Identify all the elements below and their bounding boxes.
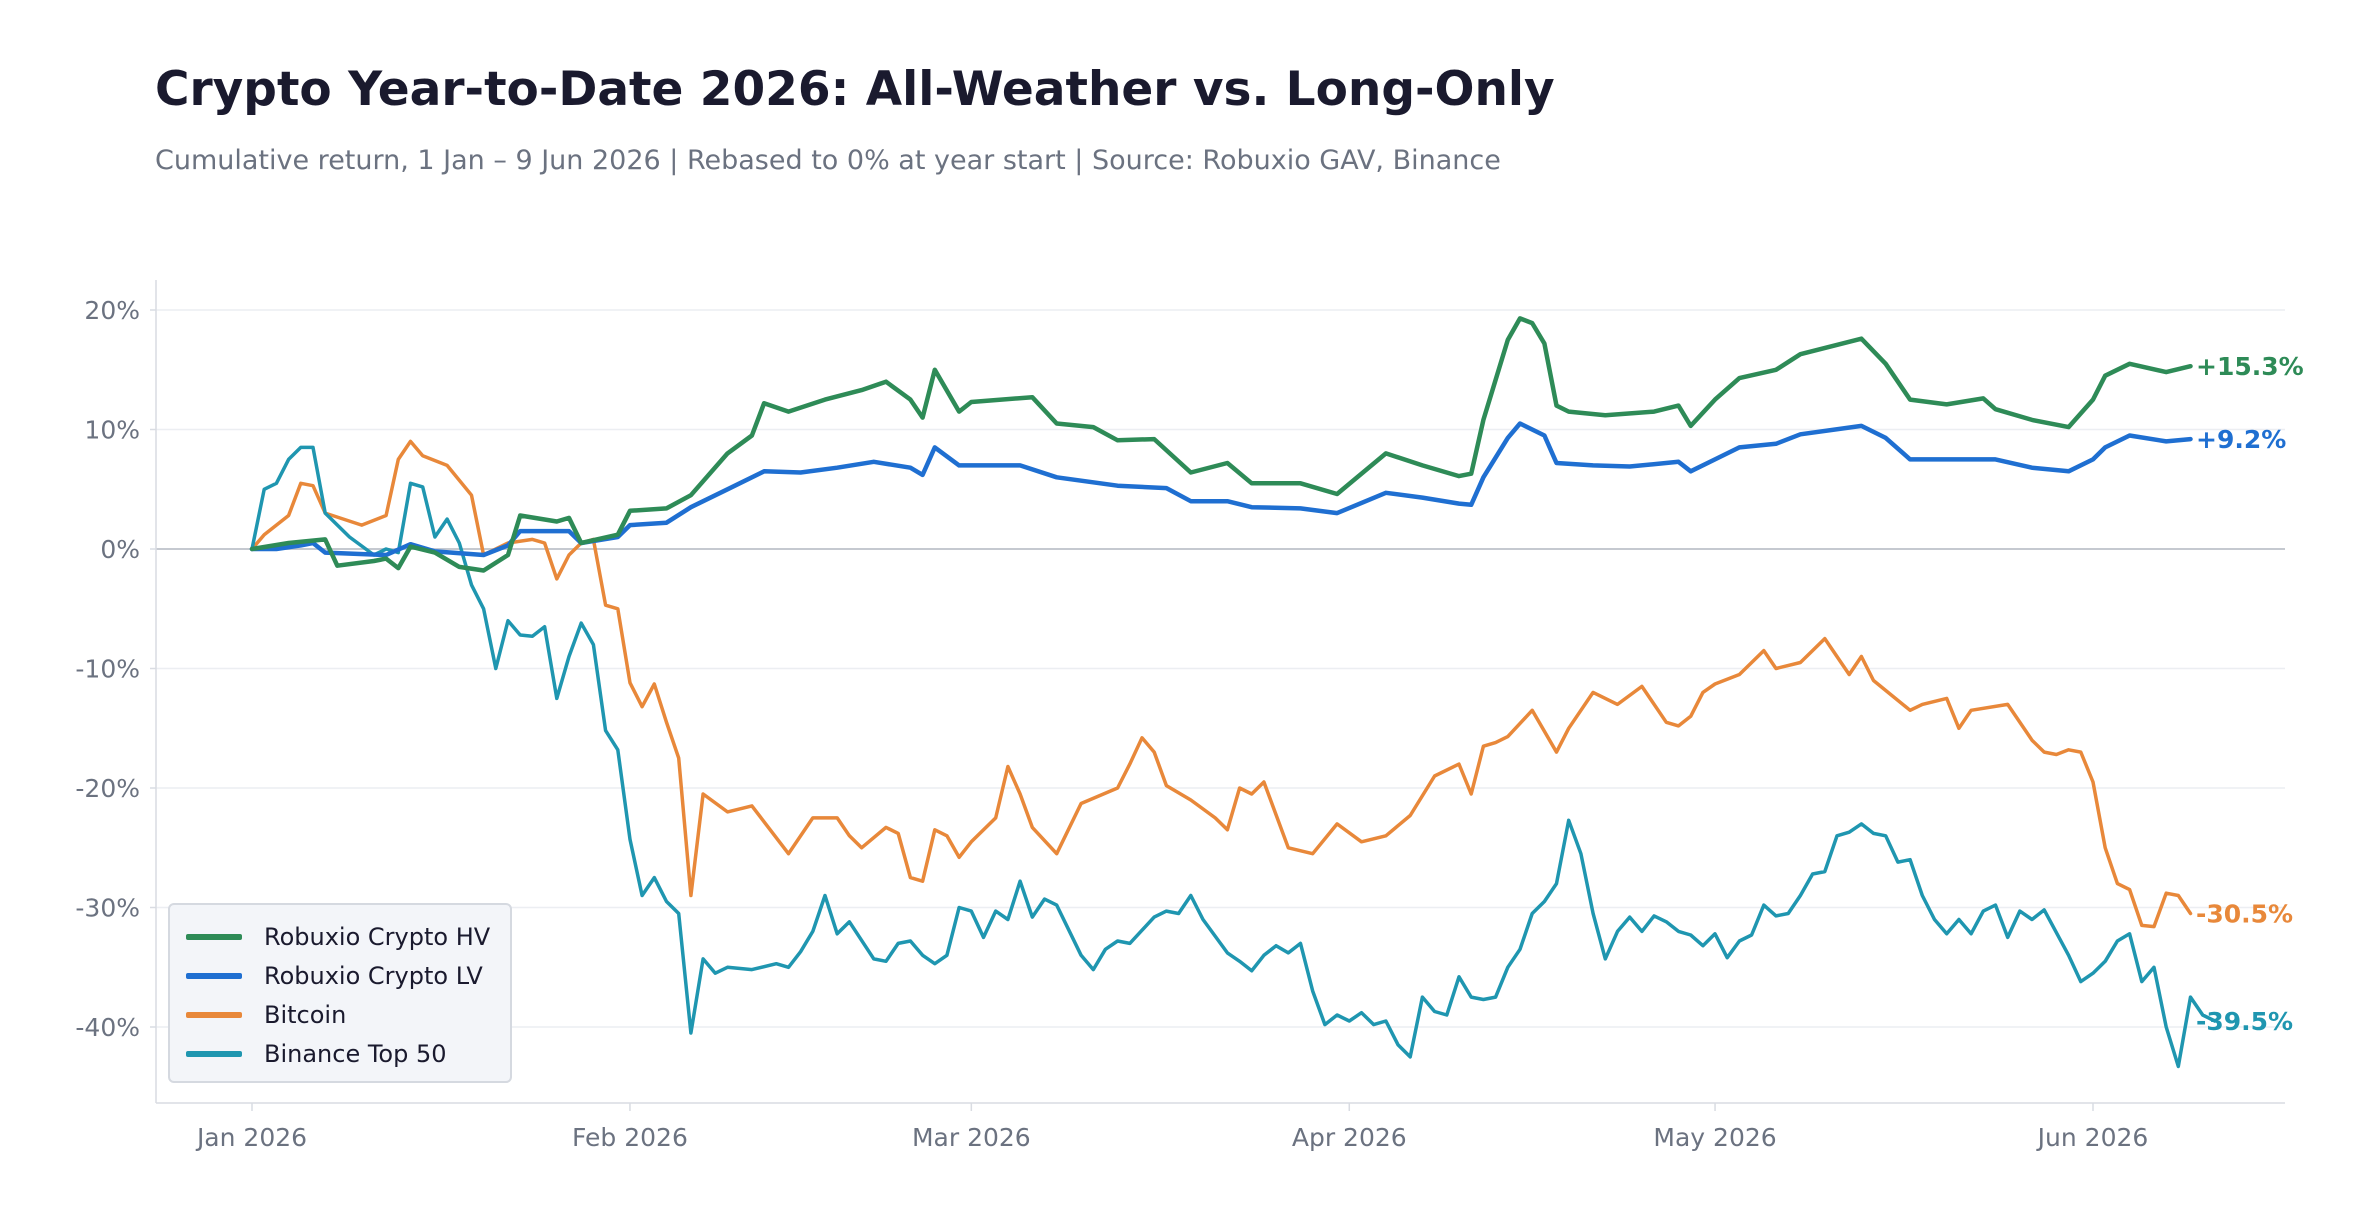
chart-legend: Robuxio Crypto HV Robuxio Crypto LV Bitc… — [168, 903, 512, 1083]
series-line-robuxio-lv — [249, 421, 2193, 558]
y-tick-label: -40% — [75, 1013, 140, 1042]
x-tick-label: Apr 2026 — [1292, 1123, 1407, 1152]
legend-item-bitcoin[interactable]: Bitcoin — [186, 995, 494, 1034]
end-labels: +15.3% +9.2% -30.5% -39.5% — [2196, 352, 2304, 1036]
legend-swatch-binance — [186, 1050, 242, 1057]
axes — [155, 280, 2285, 1104]
legend-label-hv: Robuxio Crypto HV — [264, 922, 491, 951]
chart-title: Crypto Year-to-Date 2026: All-Weather vs… — [155, 62, 1555, 117]
legend-item-binance[interactable]: Binance Top 50 — [186, 1034, 494, 1073]
y-tick-label: 10% — [84, 416, 140, 445]
end-label-robuxio-hv: +15.3% — [2196, 352, 2304, 381]
series-line-binance-top50 — [250, 445, 2217, 1069]
legend-label-bitcoin: Bitcoin — [264, 1000, 347, 1029]
y-tick-label: -20% — [75, 774, 140, 803]
y-tick-label: -10% — [75, 655, 140, 684]
y-axis-ticks: 20% 10% 0% -10% -20% -30% -40% — [75, 296, 156, 1042]
series-line-robuxio-hv — [249, 316, 2193, 573]
y-tick-label: 0% — [100, 535, 140, 564]
end-label-binance-top50: -39.5% — [2196, 1007, 2293, 1036]
legend-swatch-lv — [186, 972, 242, 979]
x-tick-label: Mar 2026 — [912, 1123, 1031, 1152]
x-tick-label: Feb 2026 — [572, 1123, 688, 1152]
chart-subtitle: Cumulative return, 1 Jan – 9 Jun 2026 | … — [155, 145, 1501, 176]
end-label-robuxio-lv: +9.2% — [2196, 425, 2286, 454]
legend-item-hv[interactable]: Robuxio Crypto HV — [186, 917, 494, 956]
series-line-bitcoin — [250, 439, 2193, 929]
y-tick-label: 20% — [84, 296, 140, 325]
x-tick-label: Jan 2026 — [195, 1123, 307, 1152]
legend-swatch-bitcoin — [186, 1011, 242, 1018]
legend-swatch-hv — [186, 933, 242, 940]
end-label-bitcoin: -30.5% — [2196, 899, 2293, 928]
legend-label-binance: Binance Top 50 — [264, 1039, 447, 1068]
x-axis-ticks: Jan 2026 Feb 2026 Mar 2026 Apr 2026 May 2026… — [195, 1103, 2148, 1152]
series-lines — [249, 316, 2217, 1069]
x-tick-label: Jun 2026 — [2036, 1123, 2149, 1152]
x-tick-label: May 2026 — [1653, 1123, 1776, 1152]
y-tick-label: -30% — [75, 894, 140, 923]
legend-item-lv[interactable]: Robuxio Crypto LV — [186, 956, 494, 995]
legend-label-lv: Robuxio Crypto LV — [264, 961, 483, 990]
